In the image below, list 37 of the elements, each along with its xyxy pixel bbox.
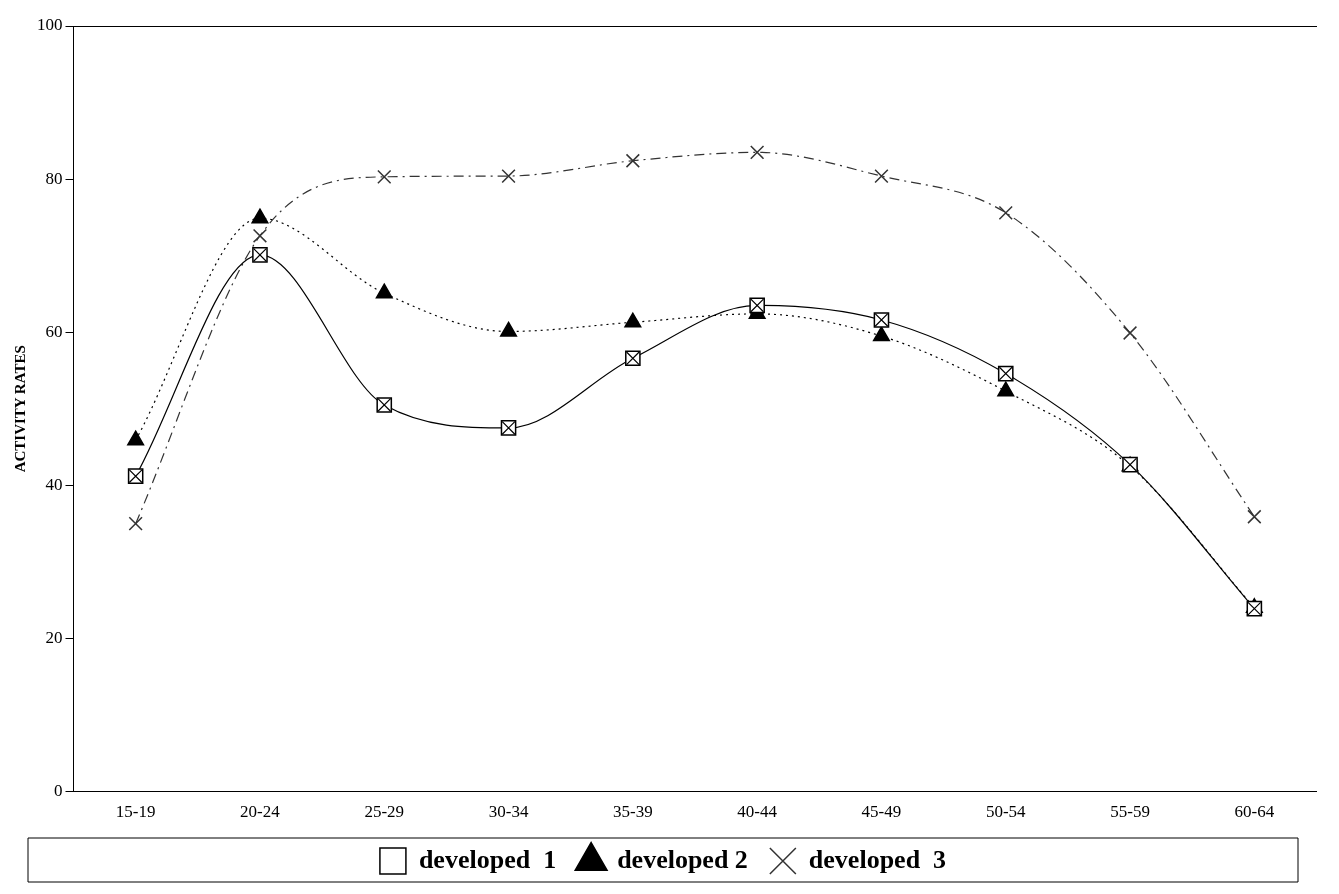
y-tick-label: 80: [45, 168, 63, 188]
legend-label: developed 1: [418, 844, 557, 874]
y-tick-label: 0: [54, 781, 63, 801]
point: [872, 326, 890, 342]
x-tick-label: 20-24: [240, 802, 281, 822]
point: [375, 283, 393, 299]
x-tick-label: 15-19: [115, 802, 156, 822]
y-tick-label: 100: [37, 15, 63, 35]
point: [1122, 325, 1138, 341]
legend-label: developed 2: [617, 844, 748, 874]
point: [501, 168, 516, 184]
point: [251, 208, 269, 224]
x-tick-label: 60-64: [1234, 802, 1275, 822]
x-tick-label: 45-49: [861, 802, 902, 822]
point: [998, 205, 1013, 220]
point: [377, 169, 392, 184]
x-tick-label: 35-39: [613, 802, 653, 822]
y-tick-label: 20: [45, 627, 63, 647]
point: [1247, 509, 1262, 524]
y-tick-label: 60: [45, 321, 63, 341]
y-tick-label: 40: [45, 474, 63, 494]
point: [750, 145, 765, 160]
x-tick-label: 55-59: [1110, 802, 1150, 822]
point: [625, 153, 640, 168]
x-tick-label: 25-29: [364, 802, 405, 822]
x-tick-label: 50-54: [985, 802, 1027, 822]
point: [624, 312, 642, 328]
x-tick-label: 30-34: [488, 802, 529, 822]
y-axis-title: ACTIVITY RATES: [11, 345, 28, 473]
point: [500, 321, 518, 337]
point: [127, 430, 145, 446]
legend-label: developed 3: [808, 844, 947, 874]
point: [252, 228, 268, 243]
point: [874, 168, 889, 184]
point: [997, 381, 1015, 397]
point: [128, 516, 143, 531]
x-tick-label: 40-44: [737, 802, 778, 822]
